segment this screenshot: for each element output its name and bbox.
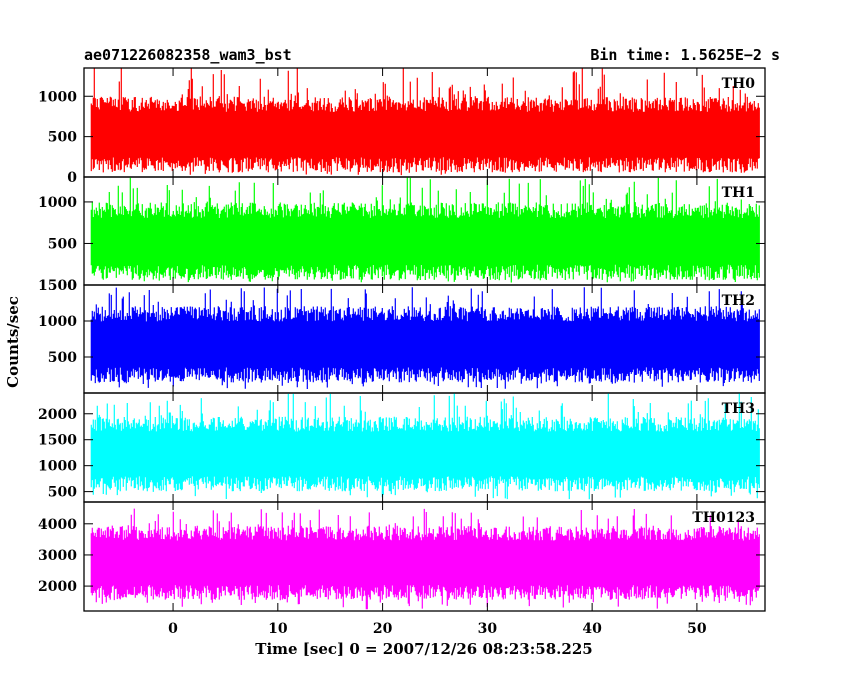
y-tick-label-th1: 500 [48,236,77,252]
panel-label-th0: TH0 [722,76,756,92]
panel-frame-th0123 [83,501,766,612]
series-th3 [90,393,760,500]
x-tick-label: 50 [687,621,707,637]
y-tick-label-th2: 500 [48,350,77,366]
panel-label-th1: TH1 [722,185,755,201]
y-tick-label-th1: 1000 [38,195,77,211]
panel-label-th0123: TH0123 [692,510,755,526]
panel-label-th3: TH3 [722,401,755,417]
y-tick-label-th0123: 4000 [38,517,77,533]
y-tick-label-th0: 0 [67,170,77,186]
x-tick-label: 20 [373,621,393,637]
y-tick-label-th3: 1500 [38,433,77,449]
panels-group: 05001000TH005001000TH150010001500TH25001… [38,67,766,637]
panel-label-th2: TH2 [722,293,755,309]
y-axis-label: Counts/sec [4,296,22,388]
y-tick-label-th0: 1000 [38,89,77,105]
y-tick-label-th3: 2000 [38,407,77,423]
y-tick-label-th0123: 3000 [38,548,77,564]
y-tick-label-th0123: 2000 [38,579,77,595]
x-tick-label: 0 [168,621,178,637]
x-tick-label: 30 [478,621,498,637]
y-tick-label-th3: 1000 [38,459,77,475]
y-tick-label-th2: 1500 [38,278,77,294]
series-th0 [90,68,760,176]
y-tick-label-th3: 500 [48,485,77,501]
x-tick-label: 10 [268,621,288,637]
y-tick-label-th2: 1000 [38,314,77,330]
chart-title: ae071226082358_wam3_bst [84,46,292,64]
series-th2 [90,287,760,389]
x-axis-label: Time [sec] 0 = 2007/12/26 08:23:58.225 [255,640,592,658]
x-tick-label: 40 [582,621,602,637]
bin-time-label: Bin time: 1.5625E−2 s [590,46,780,64]
y-tick-label-th0: 500 [48,130,77,146]
y-tick-label-th1: 0 [67,278,77,294]
series-th1 [90,177,760,283]
series-th0123 [90,508,760,610]
